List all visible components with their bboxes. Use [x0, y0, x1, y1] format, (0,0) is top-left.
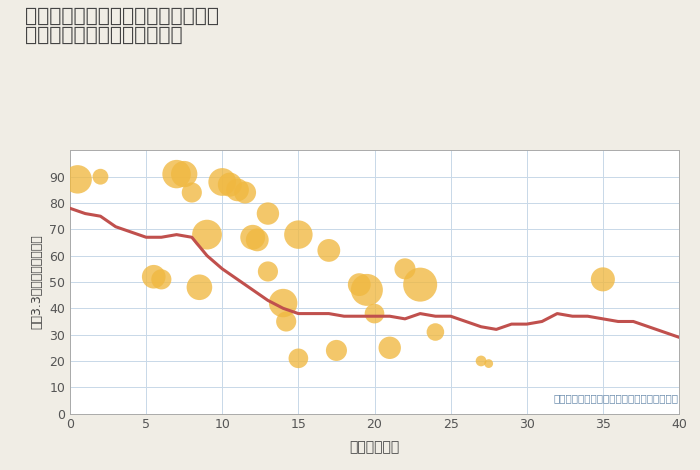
Point: [384, 344, 395, 352]
Text: 円の大きさは、取引のあった物件面積を示す: 円の大きさは、取引のあった物件面積を示す: [554, 393, 679, 403]
Point: [148, 273, 160, 281]
Point: [202, 231, 213, 238]
Point: [247, 234, 258, 241]
Y-axis label: 坪（3.3㎡）単価（万円）: 坪（3.3㎡）単価（万円）: [31, 235, 43, 329]
Point: [293, 231, 304, 238]
Text: 福岡県北九州市八幡西区茶屋の原の: 福岡県北九州市八幡西区茶屋の原の: [25, 7, 218, 26]
Point: [361, 286, 372, 294]
Point: [252, 236, 263, 243]
Point: [171, 170, 182, 178]
Point: [217, 178, 228, 186]
Point: [354, 281, 365, 289]
Point: [483, 360, 494, 368]
Point: [277, 299, 289, 307]
Point: [369, 310, 380, 317]
Point: [72, 176, 83, 183]
Point: [186, 189, 197, 196]
Point: [293, 354, 304, 362]
Point: [262, 210, 274, 217]
Point: [331, 347, 342, 354]
X-axis label: 築年数（年）: 築年数（年）: [349, 440, 400, 454]
Point: [194, 283, 205, 291]
Point: [239, 189, 251, 196]
Point: [475, 357, 486, 365]
Point: [399, 265, 410, 273]
Point: [414, 281, 426, 289]
Text: 築年数別中古マンション価格: 築年数別中古マンション価格: [25, 26, 182, 45]
Point: [597, 275, 608, 283]
Point: [224, 181, 235, 188]
Point: [323, 247, 335, 254]
Point: [430, 328, 441, 336]
Point: [95, 173, 106, 180]
Point: [281, 318, 292, 325]
Point: [232, 186, 243, 194]
Point: [156, 275, 167, 283]
Point: [178, 170, 190, 178]
Point: [262, 268, 274, 275]
